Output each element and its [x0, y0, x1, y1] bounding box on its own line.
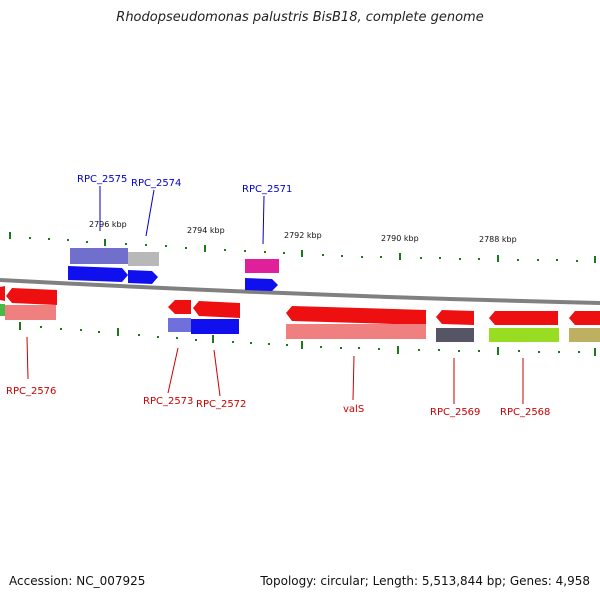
gene-label-rpc-2568: RPC_2568: [500, 407, 550, 418]
top-scale: [9, 232, 596, 263]
gene-partial-right[interactable]: [569, 311, 600, 325]
gene-rpc-2572[interactable]: [193, 301, 240, 318]
gene-rpc-2568[interactable]: [489, 311, 558, 325]
gene-rpc-2576-b[interactable]: [6, 288, 57, 305]
tick-label: 2788 kbp: [479, 235, 517, 244]
gene-label-rpc-2571: RPC_2571: [242, 184, 292, 195]
bottom-scale: [19, 322, 596, 356]
gene-label-rpc-2575: RPC_2575: [77, 174, 127, 185]
gene-label-vals: valS: [343, 404, 364, 415]
forward-protein-bars: [70, 248, 279, 273]
gene-label-rpc-2576: RPC_2576: [6, 386, 56, 397]
genome-summary-text: Topology: circular; Length: 5,513,844 bp…: [260, 574, 590, 588]
gene-rpc-2569[interactable]: [436, 310, 474, 325]
reverse-genes: [0, 286, 600, 325]
gene-rpc-2575[interactable]: [68, 266, 128, 282]
map-title: Rhodopseudomonas palustris BisB18, compl…: [116, 10, 484, 25]
callout-lines: [26, 186, 524, 404]
gene-label-rpc-2574: RPC_2574: [131, 178, 181, 189]
gene-vals[interactable]: [286, 306, 426, 325]
gene-rpc-2573[interactable]: [168, 300, 191, 314]
tick-label: 2796 kbp: [89, 220, 127, 229]
gene-rpc-2574[interactable]: [128, 270, 158, 284]
forward-genes: [68, 266, 278, 291]
gene-rpc-2576[interactable]: [0, 286, 5, 301]
tick-label: 2794 kbp: [187, 226, 225, 235]
accession-text: Accession: NC_007925: [9, 574, 146, 588]
genome-backbone: [0, 278, 600, 305]
tick-label: 2790 kbp: [381, 234, 419, 243]
gene-label-rpc-2573: RPC_2573: [143, 396, 193, 407]
gene-label-rpc-2569: RPC_2569: [430, 407, 480, 418]
gene-label-rpc-2572: RPC_2572: [196, 399, 246, 410]
gene-rpc-2571[interactable]: [245, 278, 278, 291]
tick-label: 2792 kbp: [284, 231, 322, 240]
reverse-protein-bars: [0, 304, 600, 342]
